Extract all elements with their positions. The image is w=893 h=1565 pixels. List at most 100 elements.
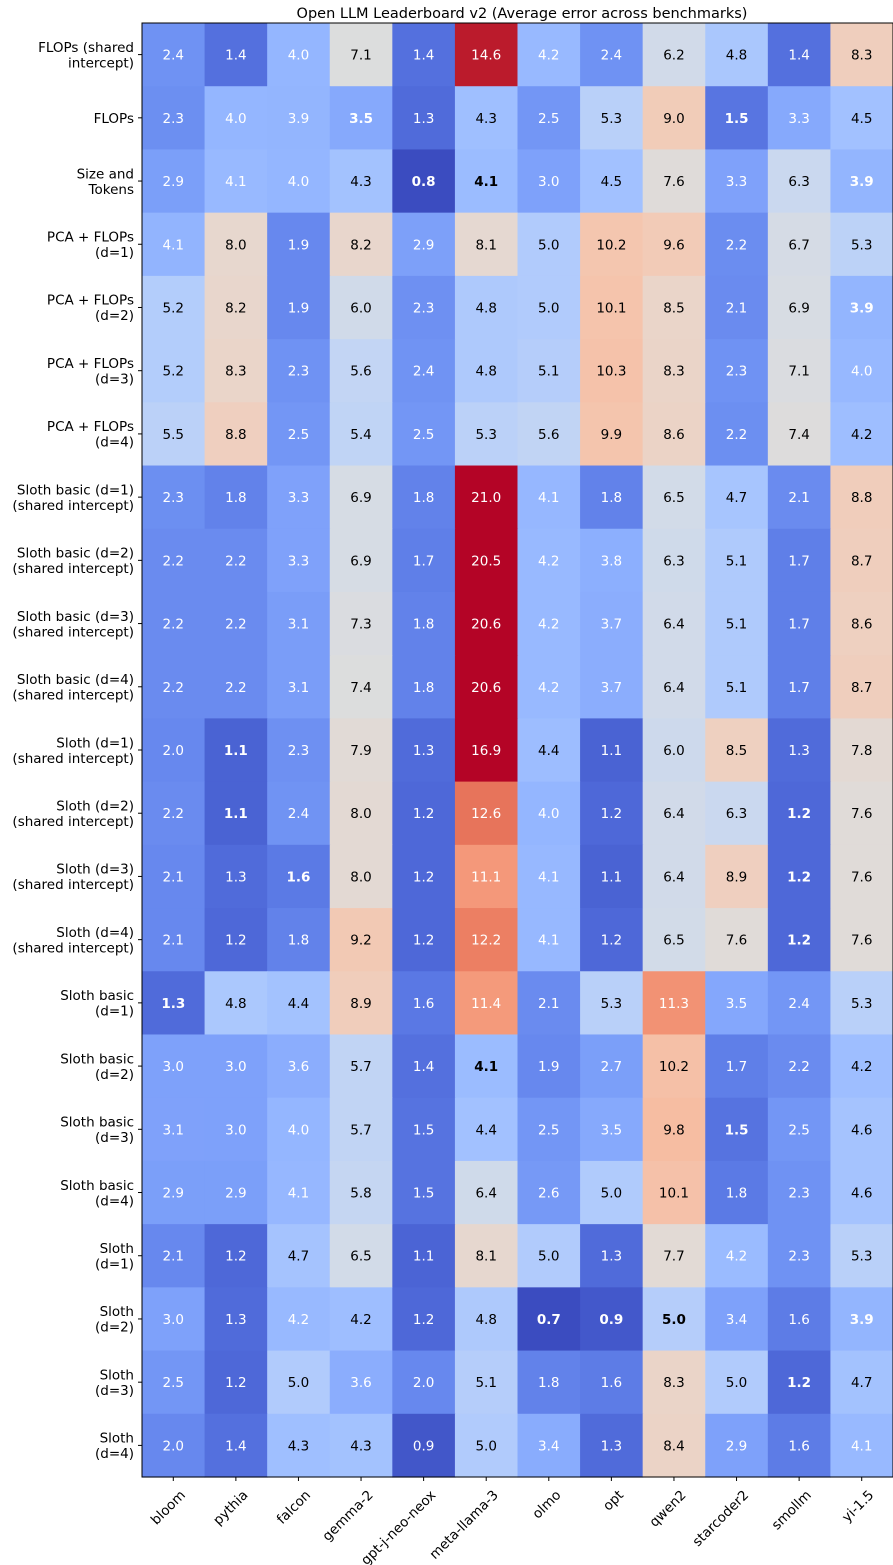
cell-value-label: 8.5: [663, 300, 684, 316]
heatmap-cell: [642, 1350, 706, 1415]
cell-value-label: 2.1: [788, 490, 809, 506]
cell-value-label: 1.2: [787, 806, 811, 822]
cell-value-label: 7.6: [851, 933, 872, 949]
heatmap-cell: [517, 528, 581, 593]
heatmap-cell: [454, 781, 519, 846]
cell-value-label: 9.2: [350, 933, 371, 949]
cell-value-label: 2.0: [163, 1438, 184, 1454]
heatmap-cell: [517, 1160, 581, 1225]
cell-value-label: 1.7: [413, 553, 434, 569]
cell-value-label: 2.1: [163, 869, 184, 885]
cell-value-label: 20.6: [471, 680, 501, 696]
heatmap-cell: [580, 212, 644, 277]
cell-value-label: 2.5: [788, 1122, 809, 1138]
heatmap-cell: [454, 1034, 519, 1099]
heatmap-cell: [830, 465, 893, 530]
heatmap-cell: [642, 402, 706, 467]
cell-value-label: 3.6: [288, 1059, 309, 1075]
cell-value-label: 2.3: [288, 743, 309, 759]
heatmap-cell: [267, 1287, 331, 1352]
column-label: qwen2: [646, 1487, 689, 1530]
cell-value-label: 0.9: [599, 1312, 623, 1328]
cell-value-label: 6.5: [663, 933, 684, 949]
cell-value-label: 8.0: [225, 237, 246, 253]
cell-value-label: 6.9: [350, 490, 371, 506]
heatmap-cell: [517, 1287, 581, 1352]
cell-value-label: 4.2: [538, 617, 559, 633]
heatmap-cell: [580, 591, 644, 656]
row-label: Sloth basic (d=4): [60, 1178, 134, 1210]
heatmap-cell: [642, 1224, 706, 1288]
heatmap-cell: [767, 1350, 832, 1415]
cell-value-label: 2.2: [225, 617, 246, 633]
cell-value-label: 1.4: [413, 1059, 434, 1075]
heatmap-cell: [267, 1160, 331, 1225]
heatmap-cell: [705, 971, 769, 1036]
heatmap-cell: [830, 1350, 893, 1415]
cell-value-label: 4.7: [288, 1249, 309, 1265]
cell-value-label: 1.1: [224, 806, 248, 822]
heatmap-cell: [580, 655, 644, 719]
heatmap-cell: [580, 1034, 644, 1099]
cell-value-label: 1.8: [225, 490, 246, 506]
heatmap-cell: [830, 23, 893, 87]
cell-value-label: 1.6: [413, 996, 434, 1012]
cell-value-label: 2.0: [413, 1375, 434, 1391]
cell-value-label: 4.8: [475, 364, 496, 380]
cell-value-label: 3.0: [163, 1059, 184, 1075]
heatmap-cell: [642, 781, 706, 846]
row-label: Sloth basic (d=1): [60, 988, 134, 1020]
cell-value-label: 2.3: [288, 364, 309, 380]
cell-value-label: 4.2: [538, 553, 559, 569]
heatmap-cell: [454, 23, 519, 87]
cell-value-label: 4.4: [288, 996, 309, 1012]
cell-value-label: 1.2: [413, 869, 434, 885]
heatmap-cell: [517, 781, 581, 846]
cell-value-label: 9.9: [601, 427, 622, 443]
heatmap-cell: [204, 781, 268, 846]
heatmap-cell: [142, 1160, 206, 1225]
cell-value-label: 1.5: [413, 1186, 434, 1202]
heatmap-cell: [142, 908, 206, 972]
heatmap-cell: [580, 1160, 644, 1225]
cell-value-label: 3.3: [788, 111, 809, 127]
heatmap-cell: [517, 655, 581, 719]
cell-value-label: 4.2: [851, 427, 872, 443]
heatmap-cell: [454, 149, 519, 214]
cell-value-label: 8.1: [475, 237, 496, 253]
heatmap-cell: [580, 971, 644, 1036]
heatmap-cell: [767, 1160, 832, 1225]
cell-value-label: 2.3: [163, 111, 184, 127]
cell-value-label: 3.1: [288, 680, 309, 696]
cell-value-label: 2.1: [726, 300, 747, 316]
heatmap-cell: [142, 275, 206, 340]
cell-value-label: 5.7: [350, 1122, 371, 1138]
cell-value-label: 4.1: [163, 237, 184, 253]
cell-value-label: 1.6: [788, 1312, 809, 1328]
cell-value-label: 8.2: [350, 237, 371, 253]
cell-value-label: 3.0: [225, 1122, 246, 1138]
cell-value-label: 7.1: [350, 48, 371, 64]
cell-value-label: 1.2: [601, 806, 622, 822]
heatmap-cell: [767, 1097, 832, 1162]
cell-value-label: 3.7: [601, 680, 622, 696]
cell-value-label: 2.5: [163, 1375, 184, 1391]
heatmap-cell: [267, 908, 331, 972]
cell-value-label: 1.2: [601, 933, 622, 949]
heatmap-cell: [204, 275, 268, 340]
cell-value-label: 2.2: [726, 237, 747, 253]
heatmap-cell: [580, 908, 644, 972]
heatmap-cell: [454, 275, 519, 340]
heatmap-cell: [705, 1097, 769, 1162]
cell-value-label: 1.9: [538, 1059, 559, 1075]
cell-value-label: 8.7: [851, 553, 872, 569]
cell-value-label: 6.4: [663, 617, 684, 633]
heatmap-cell: [392, 1413, 456, 1478]
cell-value-label: 11.4: [471, 996, 501, 1012]
cell-value-label: 7.4: [350, 680, 371, 696]
cell-value-label: 6.0: [350, 300, 371, 316]
heatmap-cell: [267, 339, 331, 403]
heatmap-cell: [392, 908, 456, 972]
heatmap-cell: [392, 149, 456, 214]
row-label: Sloth basic (d=2): [60, 1051, 134, 1083]
